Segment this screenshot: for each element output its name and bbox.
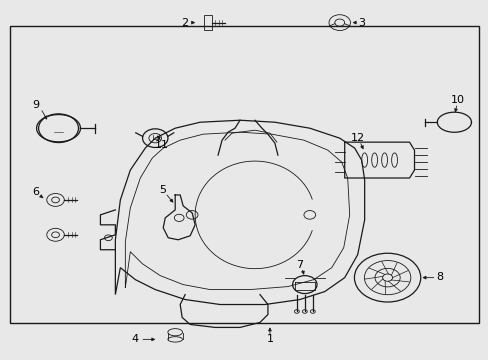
Text: 10: 10 (449, 95, 464, 105)
Text: 11: 11 (155, 140, 169, 150)
Text: 5: 5 (159, 185, 165, 195)
Text: 7: 7 (296, 260, 303, 270)
Text: 8: 8 (435, 272, 442, 282)
Bar (204, 15, 212, 31)
Text: 6: 6 (32, 187, 39, 197)
Text: 1: 1 (266, 334, 273, 345)
Polygon shape (115, 120, 364, 305)
Text: 3: 3 (357, 18, 365, 28)
Text: 9: 9 (32, 100, 39, 110)
Text: 12: 12 (350, 133, 364, 143)
Bar (10, 26, 478, 323)
Text: 2: 2 (181, 18, 188, 28)
Text: 4: 4 (131, 334, 139, 345)
